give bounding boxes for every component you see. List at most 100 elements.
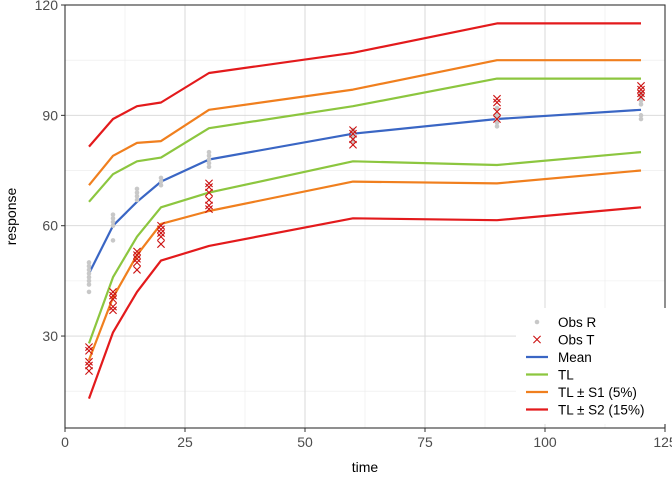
obs-r-point	[134, 190, 140, 195]
obs-r-point	[86, 274, 92, 280]
legend-key-obs-t	[533, 335, 541, 344]
obs-r-point	[86, 267, 92, 273]
obs-t-point	[637, 92, 645, 101]
series-line-tl-s2-15	[87, 206, 642, 399]
obs-t-point	[133, 265, 141, 274]
legend: Obs R Obs T Mean TL TL ± S1 (5%) TL ± S2 (15%…	[516, 308, 666, 424]
obs-t-point	[205, 195, 213, 204]
legend-label: TL	[558, 368, 574, 383]
obs-t-point	[157, 225, 165, 234]
series-line-tl-s1-5	[88, 59, 641, 186]
obs-t-point	[85, 346, 93, 355]
obs-r-point	[494, 120, 500, 126]
obs-t-point	[133, 258, 141, 267]
legend-label: TL ± S2 (15%)	[558, 403, 644, 418]
obs-t-point	[493, 107, 501, 116]
obs-r-point	[638, 113, 644, 118]
obs-r-point	[110, 238, 116, 243]
obs-r-point	[494, 113, 500, 118]
series-line-tl-s1-5	[87, 169, 642, 361]
obs-r-point	[206, 157, 212, 162]
series-line-tl-s2-15	[88, 22, 641, 148]
obs-r-point	[110, 223, 116, 228]
legend-label: TL ± S1 (5%)	[558, 385, 637, 400]
legend-label: Mean	[558, 350, 592, 365]
obs-t-point	[85, 361, 93, 370]
obs-t-point	[157, 240, 165, 249]
obs-r-point	[494, 124, 500, 129]
obs-t-point	[205, 183, 213, 192]
obs-r-point	[158, 182, 164, 188]
obs-t-point	[157, 221, 165, 230]
x-tick-label: 100	[533, 434, 557, 450]
obs-t-point	[109, 287, 117, 296]
y-tick-label: 90	[42, 107, 58, 123]
obs-t-point	[157, 232, 165, 241]
x-tick-label: 75	[417, 434, 433, 450]
x-tick-label: 0	[61, 434, 69, 450]
obs-r-point	[206, 153, 212, 159]
obs-t-point	[109, 295, 117, 304]
legend-label: Obs T	[558, 333, 595, 348]
legend-key-obs-r	[534, 319, 540, 325]
obs-r-point	[134, 186, 140, 192]
obs-t-point	[493, 115, 501, 124]
obs-r-point	[134, 197, 140, 203]
obs-t-point	[133, 247, 141, 256]
legend-label: Obs R	[558, 315, 597, 330]
series-lines	[87, 22, 642, 399]
obs-t-point	[133, 251, 141, 260]
obs-r-point	[638, 98, 644, 103]
obs-t-point	[109, 291, 117, 300]
legend-background	[516, 308, 666, 424]
y-tick-label: 30	[42, 328, 58, 344]
obs-t-point	[85, 357, 93, 366]
obs-t-point	[637, 89, 645, 98]
obs-t-point	[85, 343, 93, 352]
y-axis-ticks: 30 60 90 120	[35, 0, 65, 344]
obs-t-point	[157, 229, 165, 238]
obs-r-point	[134, 193, 140, 199]
obs-r-point	[206, 149, 212, 155]
x-axis-ticks: 0 25 50 75 100 125	[61, 428, 672, 450]
obs-r-point	[110, 216, 116, 221]
obs-r-point	[86, 282, 92, 287]
obs-r-point	[110, 212, 116, 217]
obs-t-point	[133, 254, 141, 263]
y-tick-label: 60	[42, 218, 58, 234]
x-tick-label: 25	[177, 434, 193, 450]
obs-r-point	[494, 105, 500, 111]
series-line-mean	[88, 108, 642, 274]
obs-r-point	[86, 271, 92, 276]
obs-t-point	[637, 81, 645, 90]
observation-points	[85, 81, 645, 375]
obs-r-point	[206, 160, 212, 166]
obs-t-point	[109, 306, 117, 315]
obs-r-point	[638, 116, 644, 122]
x-axis-title: time	[352, 459, 379, 475]
panel-border	[64, 4, 666, 429]
obs-r-point	[86, 263, 92, 269]
obs-t-point	[493, 98, 501, 107]
obs-r-point	[158, 179, 164, 184]
obs-t-point	[349, 129, 357, 138]
obs-r-point	[158, 175, 164, 181]
y-axis-title: response	[3, 187, 19, 245]
obs-t-point	[493, 94, 501, 103]
obs-r-point	[86, 289, 92, 295]
obs-t-point	[637, 85, 645, 94]
obs-r-point	[206, 164, 212, 170]
obs-t-point	[205, 179, 213, 188]
x-tick-label: 125	[653, 434, 672, 450]
series-line-tl	[88, 77, 641, 203]
x-tick-label: 50	[297, 434, 313, 450]
obs-r-point	[86, 260, 92, 265]
y-tick-label: 120	[35, 0, 59, 13]
obs-r-point	[638, 102, 644, 107]
obs-r-point	[110, 219, 116, 225]
series-line-tl	[87, 151, 642, 344]
obs-t-point	[349, 126, 357, 135]
obs-t-point	[109, 302, 117, 311]
obs-r-point	[86, 278, 92, 284]
